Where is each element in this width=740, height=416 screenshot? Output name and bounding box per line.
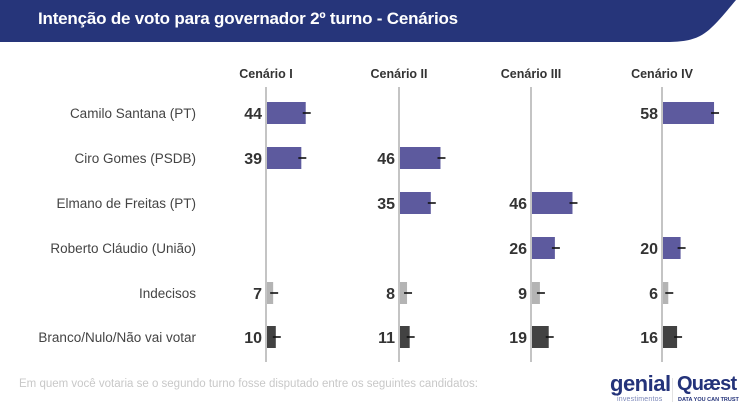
value-labels: 44 39 7 10 46 35 8 11 46 26 9 19 58 20 6 16 — [244, 106, 658, 347]
value-label: 10 — [244, 330, 262, 347]
bar — [400, 147, 441, 169]
category-label: Ciro Gomes (PSDB) — [74, 151, 196, 166]
value-label: 20 — [640, 241, 658, 258]
scenario-axes — [265, 87, 663, 362]
bar — [267, 102, 306, 124]
genial-logo-sub: investimentos — [617, 396, 663, 403]
value-label: 9 — [518, 286, 527, 303]
bar — [400, 282, 408, 304]
value-label: 44 — [244, 106, 262, 123]
bar — [400, 326, 410, 348]
question-footnote: Em quem você votaria se o segundo turno … — [19, 378, 479, 390]
value-label: 6 — [649, 286, 658, 303]
bar — [267, 147, 302, 169]
bar — [267, 326, 276, 348]
page-title: Intenção de voto para governador 2º turn… — [38, 9, 458, 28]
header-band — [0, 0, 736, 42]
scenario-header: Cenário I — [239, 67, 293, 81]
value-label: 46 — [509, 196, 527, 213]
bar — [267, 282, 274, 304]
error-whiskers — [270, 112, 720, 338]
quaest-logo: Quæst DATA YOU CAN TRUST — [677, 373, 739, 407]
category-label: Roberto Cláudio (União) — [50, 241, 196, 256]
value-label: 19 — [509, 330, 527, 347]
value-label: 26 — [509, 241, 527, 258]
quaest-logo-word: Quæst — [677, 373, 737, 395]
value-label: 39 — [244, 151, 262, 168]
scenario-header: Cenário III — [501, 67, 561, 81]
value-label: 8 — [386, 286, 395, 303]
bars — [267, 102, 715, 348]
value-label: 35 — [377, 196, 395, 213]
bar — [663, 237, 681, 259]
bar — [532, 237, 555, 259]
value-label: 16 — [640, 330, 658, 347]
bar — [532, 282, 540, 304]
genial-logo: genial investimentos — [608, 371, 671, 407]
scenario-header: Cenário IV — [631, 67, 693, 81]
bar — [663, 326, 678, 348]
category-labels: Camilo Santana (PT) Ciro Gomes (PSDB) Elma… — [38, 106, 196, 345]
value-label: 46 — [377, 151, 395, 168]
value-label: 11 — [378, 330, 395, 347]
category-label: Elmano de Freitas (PT) — [56, 196, 196, 211]
bar — [532, 326, 549, 348]
category-label: Camilo Santana (PT) — [70, 106, 196, 121]
bar — [663, 102, 715, 124]
logo-divider — [672, 378, 673, 402]
bar — [400, 192, 431, 214]
bar — [532, 192, 573, 214]
genial-logo-word: genial — [610, 371, 671, 396]
scenario-header: Cenário II — [371, 67, 428, 81]
scenario-headers: Cenário I Cenário II Cenário III Cenário IV — [239, 67, 693, 81]
category-label: Branco/Nulo/Não vai votar — [38, 330, 196, 345]
value-label: 7 — [253, 286, 262, 303]
quaest-logo-sub: DATA YOU CAN TRUST — [678, 397, 739, 403]
category-label: Indecisos — [139, 286, 196, 301]
value-label: 58 — [640, 106, 658, 123]
